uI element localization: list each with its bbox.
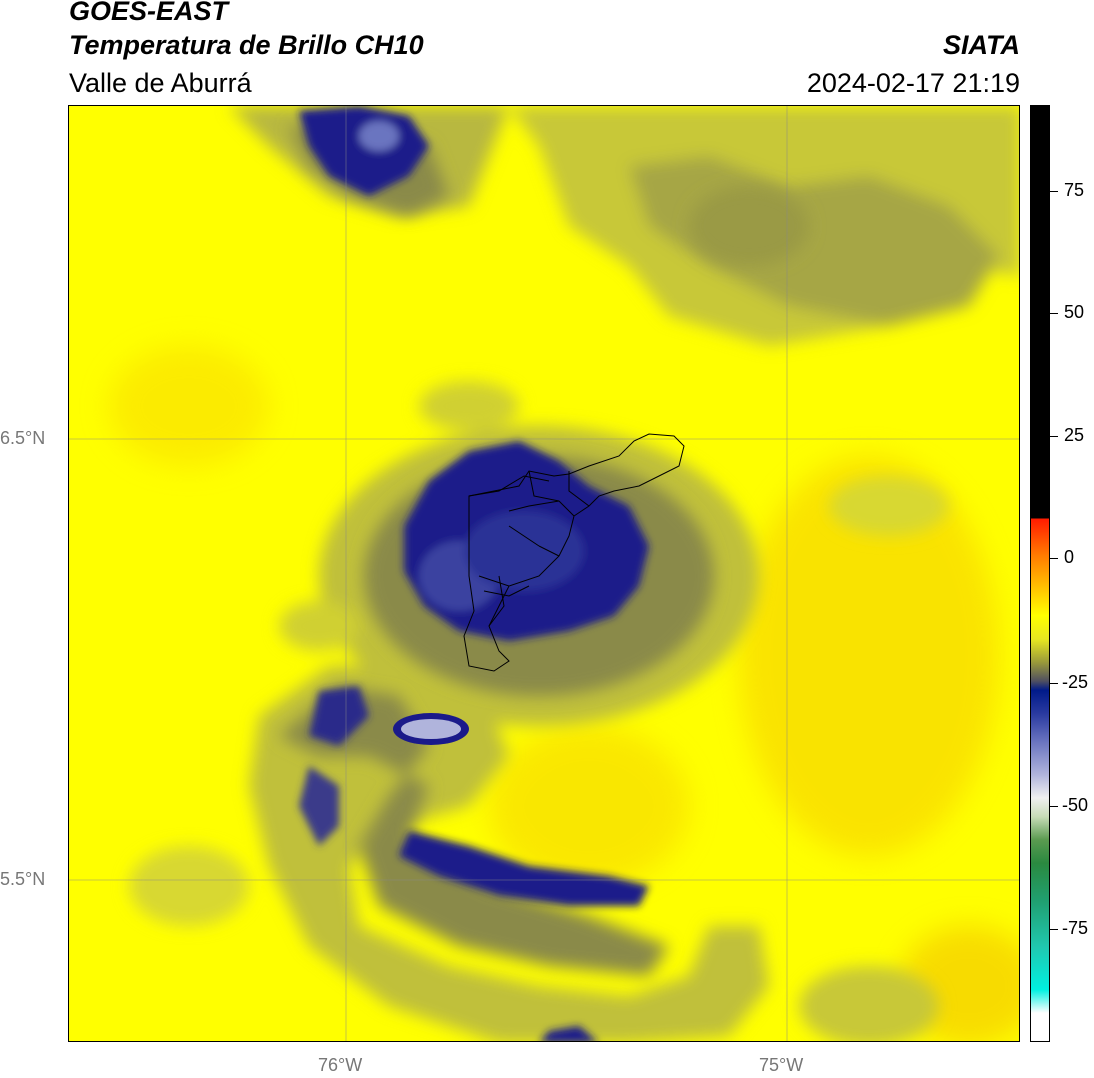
colorbar-label-0: 0 bbox=[1064, 547, 1075, 567]
colorbar-tick bbox=[1050, 558, 1058, 559]
warm-patches bbox=[109, 346, 1019, 1041]
satellite-title: GOES-EAST bbox=[69, 0, 229, 26]
product-title: Temperatura de Brillo CH10 bbox=[69, 30, 424, 60]
colorbar-tick bbox=[1050, 683, 1058, 684]
colorbar-tick bbox=[1050, 806, 1058, 807]
datetime-label: 2024-02-17 21:19 bbox=[806, 68, 1020, 98]
organization-label: SIATA bbox=[943, 30, 1020, 60]
colorbar-label-neg75: -75 bbox=[1062, 918, 1089, 938]
lon-label-76w: 76°W bbox=[318, 1055, 363, 1075]
map-svg bbox=[69, 106, 1019, 1041]
colorbar-tick bbox=[1050, 436, 1058, 437]
region-subtitle: Valle de Aburrá bbox=[69, 68, 252, 98]
colorbar-label-neg50: -50 bbox=[1062, 795, 1089, 815]
colorbar-label-75: 75 bbox=[1064, 180, 1085, 200]
map-panel bbox=[68, 105, 1020, 1042]
colorbar-tick bbox=[1050, 191, 1058, 192]
colorbar-label-50: 50 bbox=[1064, 302, 1085, 322]
cold-cloud-layer bbox=[299, 106, 649, 1041]
municipal-boundaries bbox=[463, 433, 685, 672]
colorbar-tick bbox=[1050, 929, 1058, 930]
lat-label-6-5n: 6.5°N bbox=[0, 428, 46, 448]
cold-cell-core bbox=[401, 719, 461, 739]
colorbar-tick bbox=[1050, 313, 1058, 314]
colorbar-label-25: 25 bbox=[1064, 425, 1085, 445]
lat-label-5-5n: 5.5°N bbox=[0, 869, 46, 889]
lon-label-75w: 75°W bbox=[759, 1055, 804, 1075]
colorbar bbox=[1030, 105, 1050, 1042]
colorbar-label-neg25: -25 bbox=[1062, 672, 1089, 692]
